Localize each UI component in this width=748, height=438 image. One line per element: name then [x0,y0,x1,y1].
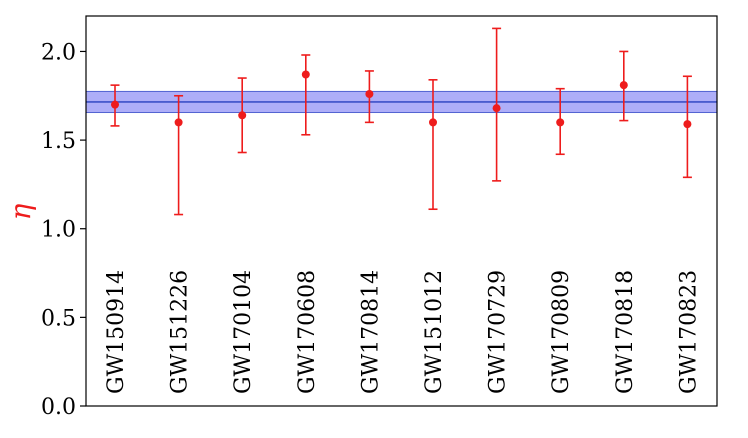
category-label-GW170608: GW170608 [295,270,320,394]
y-tick-label-0.5: 0.5 [41,306,76,331]
data-point-GW170729 [492,104,501,113]
category-label-GW170818: GW170818 [613,270,638,394]
category-label-GW150914: GW150914 [104,270,129,394]
data-point-GW150914 [111,100,119,109]
data-marks-layer [110,27,692,216]
category-label-GW151012: GW151012 [422,270,447,394]
data-point-GW170818 [619,81,628,90]
y-tick-label-0.0: 0.0 [41,395,76,420]
y-tick-label-2.0: 2.0 [41,40,76,65]
data-point-GW151012 [429,118,437,127]
data-point-GW151226 [174,118,183,127]
data-point-GW170104 [238,111,247,120]
axis-layer: 0.0 0.5 1.0 1.5 2.0 [41,15,718,420]
category-label-GW170104: GW170104 [231,270,256,394]
plot-frame [85,15,718,407]
category-label-GW170809: GW170809 [549,270,574,394]
y-tick-label-1.0: 1.0 [41,218,76,243]
data-point-GW170809 [556,118,565,127]
category-label-GW151226: GW151226 [168,270,193,394]
category-labels-layer: GW150914 GW151226 GW170104 GW170608 GW170814… [104,270,701,394]
data-point-GW170823 [683,120,692,129]
data-point-GW170814 [365,90,374,98]
summary-band-layer [85,90,718,114]
y-tick-label-1.5: 1.5 [41,129,76,154]
category-label-GW170823: GW170823 [676,270,701,394]
category-label-GW170729: GW170729 [486,270,511,394]
data-point-GW170608 [301,70,310,79]
category-label-GW170814: GW170814 [358,270,383,394]
y-axis-label: η [4,203,37,220]
